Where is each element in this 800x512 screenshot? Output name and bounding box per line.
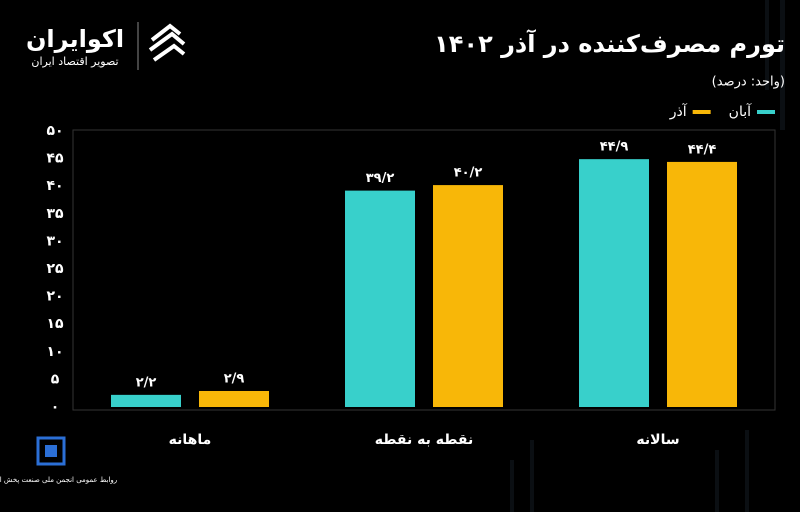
chart-title: تورم مصرف‌کننده در آذر ۱۴۰۲ xyxy=(434,29,785,58)
x-tick-label: نقطه به نقطه xyxy=(375,432,473,448)
value-label: ۴۴/۹ xyxy=(600,140,629,155)
y-tick-label: ۰ xyxy=(51,399,60,415)
brand-name: اکوایران xyxy=(26,25,124,53)
source-logo xyxy=(36,436,66,466)
bar xyxy=(199,390,269,407)
y-tick-label: ۳۵ xyxy=(46,206,64,222)
legend-label: آذر xyxy=(669,103,688,120)
value-label: ۴۴/۴ xyxy=(688,142,717,157)
bar xyxy=(667,161,737,407)
bar xyxy=(111,394,181,407)
value-label: ۲/۲ xyxy=(136,375,157,390)
y-tick-label: ۴۰ xyxy=(46,178,63,194)
y-tick-label: ۴۵ xyxy=(46,151,64,167)
y-tick-label: ۵ xyxy=(51,371,60,387)
plot-frame xyxy=(72,129,776,411)
y-tick-label: ۱۵ xyxy=(46,316,64,332)
y-tick-label: ۱۰ xyxy=(46,344,63,360)
legend-swatch xyxy=(757,110,775,114)
value-label: ۲/۹ xyxy=(224,371,245,386)
brand-tagline: تصویر اقتصاد ایران xyxy=(31,55,118,68)
value-label: ۳۹/۲ xyxy=(366,171,395,186)
bar xyxy=(579,159,649,407)
bar xyxy=(433,185,503,407)
source-text: روابط عمومی انجمن ملی صنعت پخش ایران xyxy=(0,476,117,484)
x-tick-label: سالانه xyxy=(636,432,679,448)
brand-logo xyxy=(148,23,186,62)
decoration xyxy=(510,0,785,512)
chart-subtitle: (واحد: درصد) xyxy=(712,75,785,90)
y-tick-label: ۲۰ xyxy=(46,289,63,305)
legend-label: آبان xyxy=(729,103,752,120)
x-tick-label: ماهانه xyxy=(169,432,212,448)
y-tick-label: ۳۰ xyxy=(46,233,63,249)
value-label: ۴۰/۲ xyxy=(454,166,483,181)
y-tick-label: ۲۵ xyxy=(46,261,64,277)
bar xyxy=(345,190,415,407)
y-tick-label: ۵۰ xyxy=(46,123,63,139)
legend-swatch xyxy=(692,110,711,114)
